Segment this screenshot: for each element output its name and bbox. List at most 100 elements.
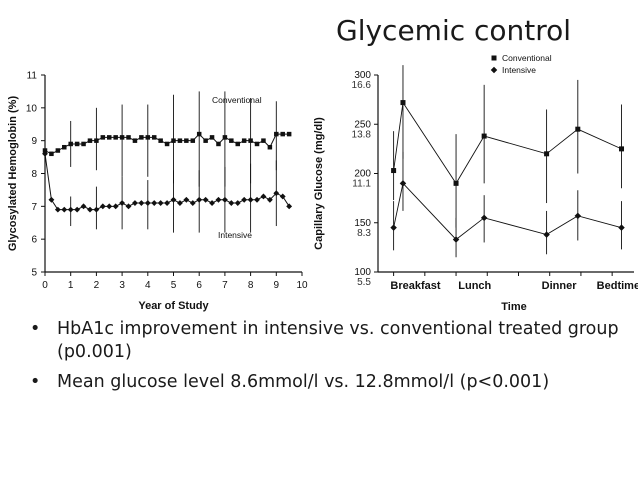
data-point bbox=[99, 203, 106, 210]
data-point bbox=[119, 200, 126, 206]
data-point bbox=[132, 138, 138, 143]
data-point bbox=[68, 141, 73, 147]
data-point bbox=[74, 206, 81, 213]
data-point bbox=[544, 151, 550, 157]
data-point bbox=[125, 203, 132, 210]
legend-marker bbox=[490, 66, 498, 74]
data-point bbox=[164, 141, 170, 147]
mmol-tick-label: 11.1 bbox=[352, 179, 371, 190]
data-point bbox=[61, 206, 68, 213]
y-tick-label: 150 bbox=[354, 218, 371, 229]
data-point bbox=[190, 138, 196, 143]
bullet-text: HbA1c improvement in intensive vs. conve… bbox=[57, 319, 619, 362]
data-point bbox=[170, 196, 177, 203]
data-point bbox=[107, 135, 112, 140]
y-tick-label: 7 bbox=[31, 202, 37, 213]
data-point bbox=[183, 196, 190, 203]
data-point bbox=[229, 138, 234, 143]
bullet-text: Mean glucose level 8.6mmol/l vs. 12.8mmo… bbox=[57, 372, 550, 392]
data-point bbox=[139, 135, 144, 140]
data-point bbox=[222, 135, 228, 140]
legend-label: Conventional bbox=[502, 53, 552, 63]
data-point bbox=[93, 206, 100, 213]
data-point bbox=[618, 224, 625, 231]
data-point bbox=[248, 138, 253, 143]
x-category-label: Bedtime bbox=[597, 280, 638, 292]
bullet-dot-icon: • bbox=[30, 319, 41, 339]
x-category-label: Breakfast bbox=[390, 280, 440, 292]
data-point bbox=[81, 141, 86, 147]
data-point bbox=[228, 200, 235, 206]
data-point bbox=[87, 206, 93, 213]
mmol-tick-label: 16.6 bbox=[352, 80, 372, 91]
y-tick-label: 9 bbox=[31, 136, 37, 147]
y-tick-label: 8 bbox=[31, 169, 37, 180]
y-tick-label: 300 bbox=[354, 70, 371, 81]
bullet-item: • HbA1c improvement in intensive vs. conv… bbox=[30, 318, 630, 364]
data-point bbox=[54, 206, 61, 213]
data-point bbox=[151, 200, 158, 206]
data-point bbox=[119, 135, 125, 140]
y-tick-label: 10 bbox=[26, 103, 38, 114]
data-point bbox=[189, 200, 196, 206]
y-tick-label: 250 bbox=[354, 119, 371, 130]
data-point bbox=[144, 200, 151, 206]
data-point bbox=[203, 138, 208, 143]
data-point bbox=[286, 131, 292, 137]
data-point bbox=[177, 138, 183, 143]
data-point bbox=[543, 231, 550, 238]
data-point bbox=[247, 196, 254, 203]
data-point bbox=[126, 135, 131, 140]
y-tick-label: 100 bbox=[354, 267, 371, 278]
data-point bbox=[196, 131, 202, 137]
data-point bbox=[42, 148, 48, 153]
data-point bbox=[106, 203, 113, 210]
data-point bbox=[241, 196, 248, 203]
series-label: Intensive bbox=[218, 230, 252, 240]
data-point bbox=[151, 135, 157, 140]
data-point bbox=[575, 126, 581, 132]
y-tick-label: 5 bbox=[31, 268, 37, 279]
data-point bbox=[400, 100, 406, 106]
x-tick-label: 5 bbox=[171, 280, 177, 291]
data-point bbox=[480, 214, 488, 222]
data-point bbox=[390, 224, 397, 231]
data-point bbox=[49, 151, 54, 157]
data-point bbox=[62, 144, 67, 150]
data-point bbox=[215, 196, 222, 203]
series-line bbox=[393, 101, 622, 185]
data-point bbox=[209, 135, 215, 140]
data-point bbox=[145, 135, 151, 140]
data-point bbox=[113, 135, 118, 140]
y-axis-title: Capillary Glucose (mg/dl) bbox=[313, 117, 325, 250]
data-point bbox=[158, 138, 163, 143]
bullet-list: • HbA1c improvement in intensive vs. conv… bbox=[30, 318, 630, 401]
data-point bbox=[267, 144, 273, 150]
mmol-tick-label: 8.3 bbox=[357, 228, 371, 239]
data-point bbox=[274, 131, 279, 137]
data-point bbox=[399, 180, 407, 187]
data-point bbox=[260, 193, 267, 200]
x-axis-title: Time bbox=[501, 301, 526, 313]
data-point bbox=[216, 141, 221, 147]
y-tick-label: 11 bbox=[27, 71, 38, 82]
data-point bbox=[87, 138, 93, 143]
data-point bbox=[481, 133, 487, 139]
legend-label: Intensive bbox=[502, 65, 536, 75]
data-point bbox=[286, 203, 293, 210]
x-tick-label: 4 bbox=[145, 280, 151, 291]
y-tick-label: 200 bbox=[354, 169, 371, 180]
x-tick-label: 9 bbox=[274, 280, 280, 291]
data-point bbox=[391, 168, 397, 174]
mmol-tick-label: 13.8 bbox=[352, 129, 372, 140]
y-axis-title: Glycosylated Hemoglobin (%) bbox=[7, 96, 19, 252]
data-point bbox=[619, 146, 625, 152]
data-point bbox=[266, 196, 273, 203]
hba1c-chart: 5 6 7 8 9 10 11 0 1 2 3 4 5 6 7 8 9 10 Year of Study Glycos… bbox=[7, 71, 308, 313]
data-point bbox=[177, 200, 183, 206]
bullet-item: • Mean glucose level 8.6mmol/l vs. 12.8mm… bbox=[30, 371, 630, 394]
x-axis-title: Year of Study bbox=[138, 300, 209, 312]
x-tick-label: 1 bbox=[68, 280, 74, 291]
series-label: Conventional bbox=[212, 95, 262, 105]
